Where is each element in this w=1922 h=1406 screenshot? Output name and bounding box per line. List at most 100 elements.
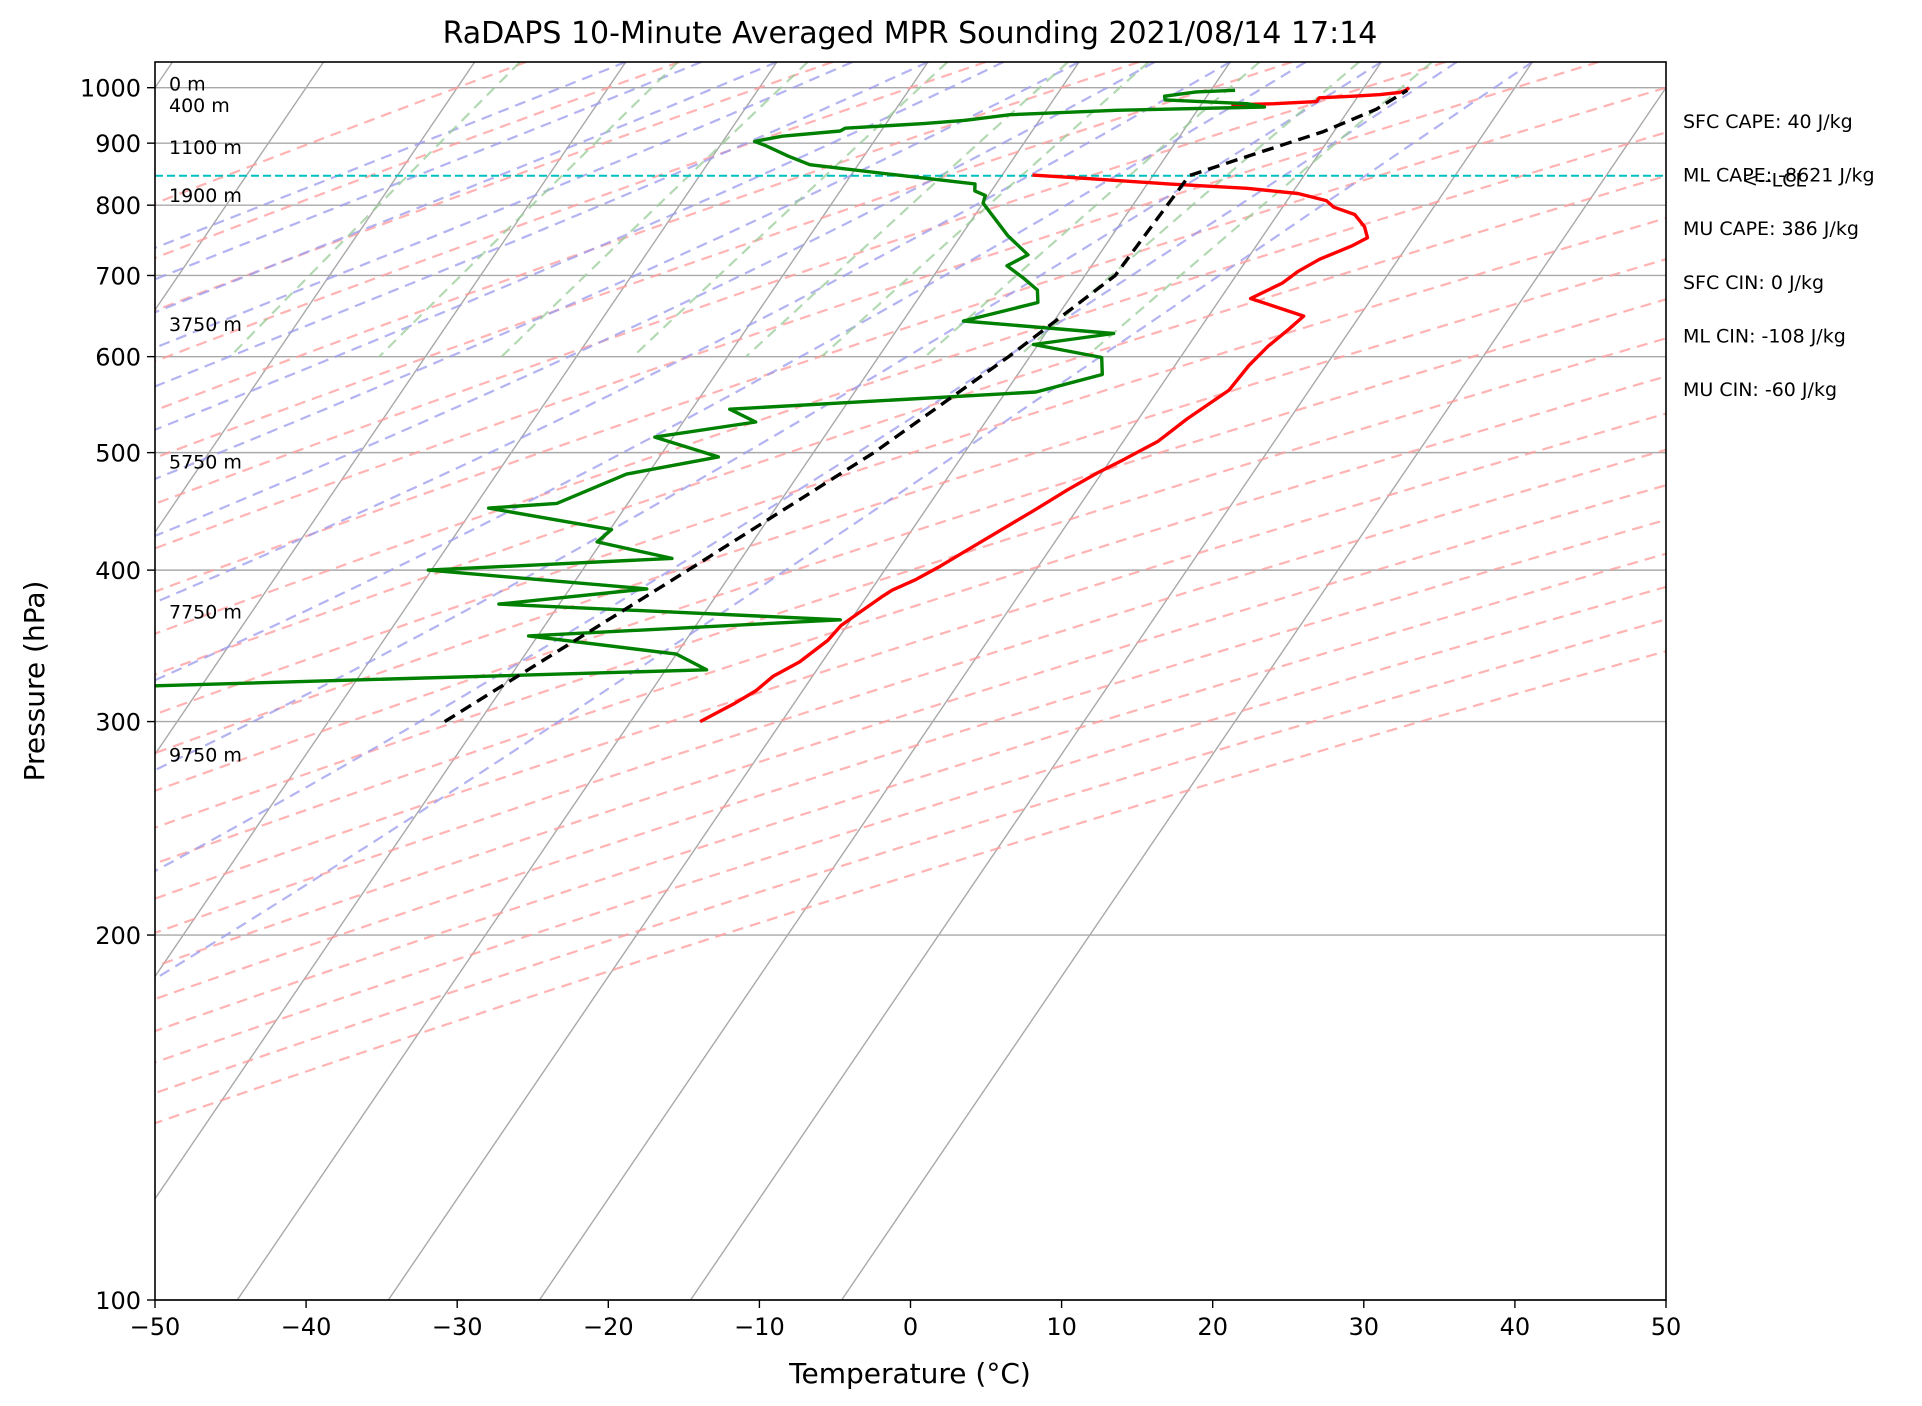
moist-adiabat — [155, 62, 1534, 981]
moist-adiabat — [155, 62, 853, 349]
dry-adiabat — [155, 62, 987, 363]
height-labels: 9750 m 7750 m 5750 m 3750 m 1900 m 1100 m 400 … — [169, 73, 242, 766]
mixing-ratio-line — [820, 62, 1150, 358]
height-label: 7750 m — [169, 601, 242, 623]
x-tick-label: −50 — [130, 1313, 181, 1341]
mixing-ratio-line — [229, 62, 521, 358]
stat-line: MU CAPE: 386 J/kg — [1683, 218, 1859, 240]
y-tick-label: 400 — [95, 557, 141, 585]
moist-adiabat — [155, 62, 1156, 538]
mixing-ratio-line — [924, 62, 1261, 358]
dry-adiabat — [155, 618, 1666, 1095]
dry-adiabat — [155, 258, 1666, 755]
x-tick-label: 10 — [1046, 1313, 1077, 1341]
x-tick-label: −20 — [583, 1313, 634, 1341]
moist-adiabat — [155, 62, 1004, 431]
series-line-0 — [699, 173, 1370, 724]
series-line-1 — [155, 88, 1267, 688]
x-tick-label: 30 — [1349, 1313, 1380, 1341]
x-tick-label: 20 — [1197, 1313, 1228, 1341]
height-label: 3750 m — [169, 314, 242, 336]
y-tick-label: 1000 — [80, 75, 141, 103]
dry-adiabat — [155, 585, 1666, 1064]
stat-line: SFC CIN: 0 J/kg — [1683, 272, 1824, 294]
stat-line: ML CIN: -108 J/kg — [1683, 325, 1846, 347]
stat-line: MU CIN: -60 J/kg — [1683, 379, 1837, 401]
dry-adiabat — [155, 375, 1666, 865]
stat-line: ML CAPE: -8621 J/kg — [1683, 165, 1875, 187]
dry-adiabat — [155, 62, 1293, 460]
y-tick-label: 500 — [95, 440, 141, 468]
dry-adiabat — [155, 484, 1666, 968]
height-label: 1100 m — [169, 137, 242, 159]
x-tick-label: 50 — [1651, 1313, 1682, 1341]
height-label: 9750 m — [169, 745, 242, 767]
mixing-ratio-line — [1085, 62, 1433, 358]
isotherms — [155, 62, 1666, 1300]
y-tick-label: 100 — [95, 1287, 141, 1315]
mixing-ratio-line — [745, 62, 1069, 358]
height-label: 1900 m — [169, 185, 242, 207]
mixing-ratio-line — [500, 62, 809, 358]
dry-adiabat — [155, 62, 1600, 550]
stat-line: SFC CAPE: 40 J/kg — [1683, 111, 1853, 133]
y-axis: 100 200 300 400 500 600 700 800 900 1000 — [80, 75, 155, 1315]
moist-adiabats — [155, 62, 1534, 981]
y-tick-label: 700 — [95, 262, 141, 290]
dry-adiabat — [155, 518, 1666, 1001]
y-axis-label: Pressure (hPa) — [18, 581, 51, 782]
x-axis-label: Temperature (°C) — [788, 1357, 1031, 1390]
moist-adiabat — [155, 62, 1307, 682]
isotherm — [155, 62, 778, 978]
dry-adiabat — [155, 216, 1666, 716]
height-label: 400 m — [169, 95, 230, 117]
mixing-ratio-line — [378, 62, 679, 358]
x-tick-label: 40 — [1500, 1313, 1531, 1341]
mixing-ratio-line — [632, 62, 949, 358]
y-tick-label: 600 — [95, 344, 141, 372]
stability-indices: SFC CAPE: 40 J/kg ML CAPE: -8621 J/kg MU C… — [1683, 111, 1875, 401]
lcl-marker: <--LCL — [155, 170, 1806, 192]
moist-adiabat — [155, 62, 1080, 481]
x-tick-label: −10 — [734, 1313, 785, 1341]
isotherm — [689, 62, 1533, 1300]
x-tick-label: −30 — [432, 1313, 483, 1341]
lcl-label: <--LCL — [1742, 170, 1806, 192]
dry-adiabat — [155, 131, 1666, 635]
dry-adiabat — [155, 62, 834, 312]
x-tick-label: 0 — [903, 1313, 918, 1341]
moist-adiabat — [155, 62, 778, 314]
isotherm — [236, 62, 1080, 1300]
isotherm — [387, 62, 1231, 1300]
height-label: 0 m — [169, 73, 206, 95]
dry-adiabat — [155, 62, 1140, 412]
dry-adiabat — [155, 650, 1666, 1125]
x-tick-label: −40 — [281, 1313, 332, 1341]
reference-lines — [155, 62, 1666, 1300]
dry-adiabat — [155, 62, 527, 205]
dry-adiabat — [155, 86, 1666, 593]
chart-title: RaDAPS 10-Minute Averaged MPR Sounding 2… — [443, 16, 1378, 51]
y-tick-label: 800 — [95, 192, 141, 220]
profile-series — [155, 86, 1411, 724]
pressure-gridlines — [155, 86, 1666, 1301]
isotherm — [155, 62, 929, 1200]
y-tick-label: 900 — [95, 130, 141, 158]
moist-adiabat — [155, 62, 1458, 873]
y-tick-label: 200 — [95, 922, 141, 950]
isotherm — [155, 62, 627, 756]
moist-adiabat — [155, 62, 1231, 604]
dry-adiabat — [155, 62, 1446, 505]
moist-adiabat — [155, 62, 627, 250]
plot-frame — [154, 61, 1667, 1301]
moist-adiabat — [155, 62, 1382, 772]
height-label: 5750 m — [169, 452, 242, 474]
isotherm — [841, 86, 1666, 1300]
isotherm — [538, 62, 1382, 1300]
x-axis: −50 −40 −30 −20 −10 0 10 20 30 40 50 — [130, 1300, 1682, 1341]
isotherm — [155, 62, 325, 312]
y-tick-label: 300 — [95, 709, 141, 737]
isotherm — [155, 62, 476, 534]
moist-adiabat — [155, 62, 929, 388]
